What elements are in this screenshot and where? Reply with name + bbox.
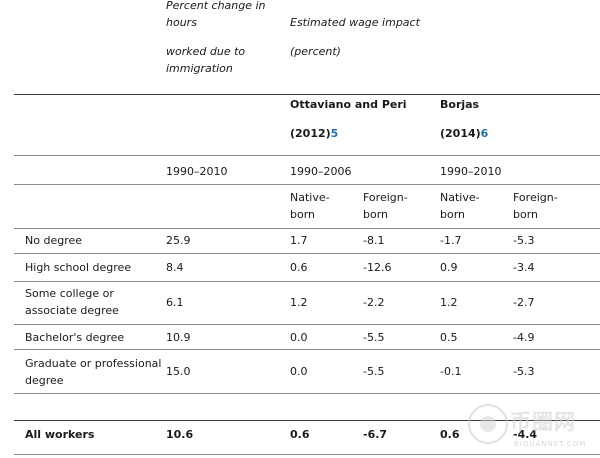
op-foreign-cell: -12.6 — [363, 261, 392, 274]
hours-cell: 25.9 — [166, 234, 191, 247]
watermark-text: 币圈网 — [510, 410, 576, 434]
wage-header-line-1: Estimated wage impact — [290, 16, 420, 29]
bj-foreign-cell: -5.3 — [513, 234, 535, 247]
bj-native-cell: 1.2 — [440, 296, 458, 309]
bj-foreign-cell: -2.7 — [513, 296, 535, 309]
op-foreign-cell: -5.5 — [363, 331, 385, 344]
op-native-cell: 1.7 — [290, 234, 308, 247]
op-native-header-1: Native- — [290, 191, 330, 204]
op-foreign-header-1: Foreign- — [363, 191, 408, 204]
bj-foreign-cell: -3.4 — [513, 261, 535, 274]
row-label-line-1: Graduate or professional — [25, 357, 162, 370]
total-hours-cell: 10.6 — [166, 428, 194, 441]
total-rule — [14, 420, 600, 421]
period-ottaviano-peri: 1990–2006 — [290, 165, 352, 178]
reference-link-5[interactable]: 5 — [330, 127, 339, 140]
bj-foreign-cell: -4.9 — [513, 331, 535, 344]
watermark-logo: 币圈网 BIQUANNET.COM — [468, 404, 600, 458]
bj-native-cell: 0.5 — [440, 331, 458, 344]
bj-native-header-1: Native- — [440, 191, 480, 204]
row-rule — [14, 281, 600, 282]
watermark-url: BIQUANNET.COM — [514, 440, 587, 448]
total-op-foreign-cell: -6.7 — [363, 428, 388, 441]
row-rule — [14, 393, 600, 394]
hours-cell: 6.1 — [166, 296, 184, 309]
row-rule — [14, 349, 600, 350]
period-borjas: 1990–2010 — [440, 165, 502, 178]
total-bj-native-cell: 0.6 — [440, 428, 460, 441]
study-ottaviano-peri-name: Ottaviano and Peri — [290, 98, 407, 111]
hours-cell: 10.9 — [166, 331, 191, 344]
total-op-native-cell: 0.6 — [290, 428, 310, 441]
hours-cell: 15.0 — [166, 365, 191, 378]
total-bj-foreign-cell: -4.4 — [513, 428, 538, 441]
total-label: All workers — [25, 428, 95, 441]
op-foreign-cell: -8.1 — [363, 234, 385, 247]
op-native-header-2: born — [290, 208, 316, 221]
row-rule — [14, 324, 600, 325]
bj-native-cell: 0.9 — [440, 261, 458, 274]
op-native-cell: 0.6 — [290, 261, 308, 274]
bottom-rule — [14, 454, 600, 455]
study-rule — [14, 155, 600, 156]
bj-native-cell: -0.1 — [440, 365, 462, 378]
row-label-line-1: Some college or — [25, 287, 114, 300]
op-native-cell: 0.0 — [290, 365, 308, 378]
period-hours: 1990–2010 — [166, 165, 228, 178]
period-rule — [14, 184, 600, 185]
row-label-line-2: associate degree — [25, 304, 119, 317]
bj-native-header-2: born — [440, 208, 466, 221]
bj-foreign-cell: -5.3 — [513, 365, 535, 378]
op-foreign-header-2: born — [363, 208, 389, 221]
hours-header-line-1: Percent change in — [166, 0, 266, 12]
reference-link-6[interactable]: 6 — [480, 127, 489, 140]
row-label: High school degree — [25, 261, 132, 274]
row-label: No degree — [25, 234, 83, 247]
op-native-cell: 1.2 — [290, 296, 308, 309]
hours-header-line-3: worked due to — [166, 45, 246, 58]
row-label-line-2: degree — [25, 374, 64, 387]
hours-cell: 8.4 — [166, 261, 184, 274]
bj-foreign-header-2: born — [513, 208, 539, 221]
subheader-rule — [14, 228, 600, 229]
bj-foreign-header-1: Foreign- — [513, 191, 558, 204]
study-ottaviano-peri-year: (2012)5 — [290, 127, 339, 140]
row-label: Bachelor's degree — [25, 331, 125, 344]
op-native-cell: 0.0 — [290, 331, 308, 344]
coin-icon — [468, 404, 508, 444]
row-rule — [14, 253, 600, 254]
header-rule — [14, 94, 600, 95]
study-borjas-name: Borjas — [440, 98, 480, 111]
hours-header-line-4: immigration — [166, 62, 233, 75]
hours-header-line-2: hours — [166, 16, 197, 29]
op-foreign-cell: -2.2 — [363, 296, 385, 309]
wage-header-line-2: (percent) — [290, 45, 341, 58]
bj-native-cell: -1.7 — [440, 234, 462, 247]
op-foreign-cell: -5.5 — [363, 365, 385, 378]
study-borjas-year: (2014)6 — [440, 127, 489, 140]
